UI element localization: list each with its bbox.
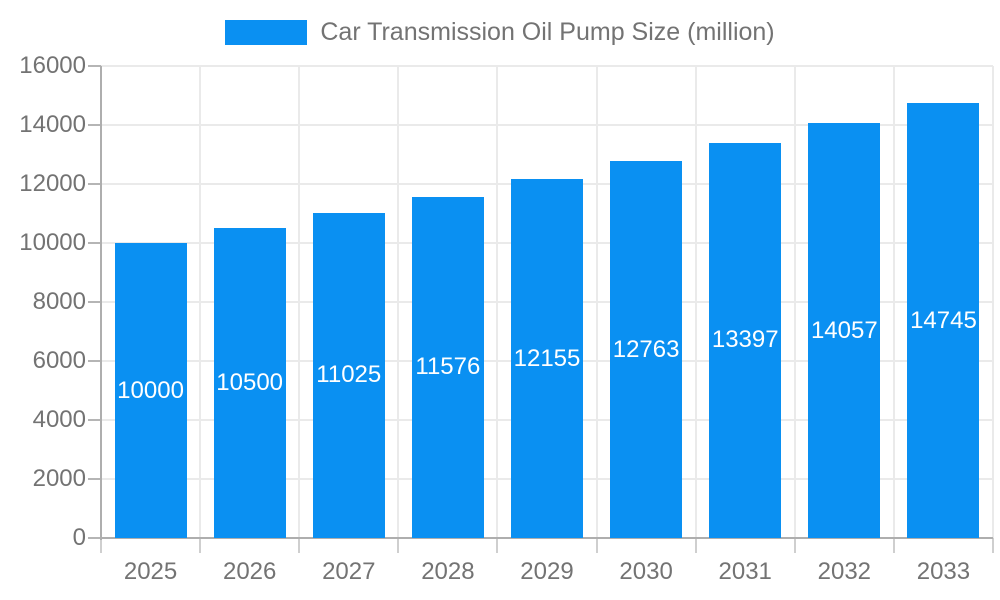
v-gridline <box>496 66 499 538</box>
x-tick-label: 2028 <box>421 558 475 585</box>
x-axis-tick <box>595 538 598 553</box>
y-axis-tick <box>88 419 101 421</box>
y-tick-label: 12000 <box>19 170 86 197</box>
x-tick-label: 2030 <box>619 558 673 585</box>
legend-label: Car Transmission Oil Pump Size (million) <box>320 18 775 46</box>
y-tick-label: 2000 <box>32 465 86 492</box>
bar <box>411 196 484 538</box>
y-axis-tick <box>88 301 101 303</box>
y-axis-tick <box>88 183 101 185</box>
x-axis-line <box>101 537 993 539</box>
y-tick-label: 10000 <box>19 229 86 256</box>
x-axis-tick <box>496 538 499 553</box>
y-axis-tick <box>88 360 101 362</box>
x-axis-tick <box>793 538 796 553</box>
x-axis-tick <box>397 538 400 553</box>
v-gridline <box>397 66 400 538</box>
v-gridline <box>595 66 598 538</box>
y-tick-label: 4000 <box>32 406 86 433</box>
legend-item[interactable]: Car Transmission Oil Pump Size (million) <box>0 18 1000 46</box>
bar-value-label: 13397 <box>711 326 779 354</box>
y-axis-tick <box>88 124 101 126</box>
x-axis-tick <box>100 538 102 553</box>
legend-swatch-icon <box>225 19 308 45</box>
y-axis-tick <box>88 65 101 67</box>
bar <box>312 212 385 538</box>
y-axis-tick <box>88 242 101 244</box>
bar-value-label: 11576 <box>415 353 481 381</box>
v-gridline <box>298 66 301 538</box>
bar <box>907 103 980 538</box>
bar <box>610 161 683 538</box>
y-tick-label: 14000 <box>19 111 86 138</box>
x-axis-tick <box>298 538 301 553</box>
x-tick-label: 2033 <box>916 558 971 585</box>
y-tick-label: 8000 <box>32 288 86 315</box>
bar-value-label: 10000 <box>117 376 184 404</box>
bar-value-label: 12155 <box>513 344 581 372</box>
v-gridline <box>694 66 697 538</box>
y-tick-label: 0 <box>72 524 86 551</box>
y-tick-label: 16000 <box>19 52 86 79</box>
x-tick-label: 2032 <box>817 558 872 585</box>
v-gridline <box>793 66 796 538</box>
bar <box>511 179 583 538</box>
y-axis-tick <box>88 478 101 480</box>
h-gridline <box>101 65 993 67</box>
v-gridline <box>892 66 895 538</box>
bar <box>808 123 881 538</box>
y-tick-label: 6000 <box>32 347 86 374</box>
bar <box>114 243 187 538</box>
x-tick-label: 2026 <box>222 558 277 585</box>
y-axis-tick <box>88 537 101 539</box>
x-axis-tick <box>694 538 697 553</box>
x-axis-tick <box>992 538 994 553</box>
v-gridline <box>992 66 994 538</box>
x-axis-tick <box>892 538 895 553</box>
bar-value-label: 11025 <box>316 361 382 389</box>
v-gridline <box>199 66 202 538</box>
x-tick-label: 2031 <box>718 558 772 585</box>
bar-value-label: 10500 <box>216 369 284 397</box>
bar-value-label: 12763 <box>612 335 680 363</box>
y-axis-line <box>100 66 102 540</box>
h-gridline <box>101 124 993 126</box>
x-tick-label: 2025 <box>123 558 178 585</box>
bar-value-label: 14057 <box>810 316 878 344</box>
bar <box>709 142 782 538</box>
x-tick-label: 2029 <box>520 558 574 585</box>
bar-value-label: 14745 <box>910 306 977 334</box>
x-tick-label: 2027 <box>322 558 376 585</box>
bar <box>213 228 286 538</box>
x-axis-tick <box>199 538 202 553</box>
